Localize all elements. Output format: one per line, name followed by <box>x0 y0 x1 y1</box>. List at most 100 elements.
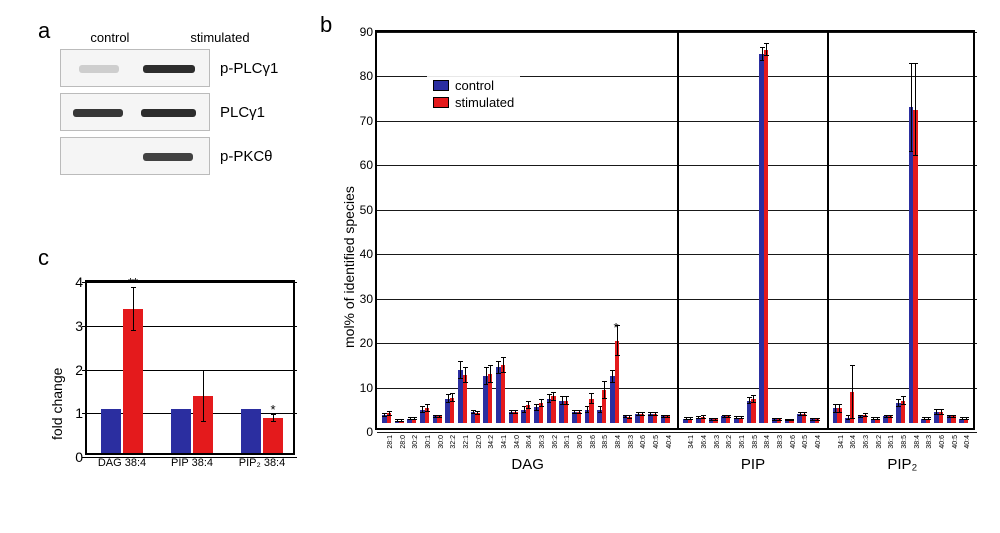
error-bar <box>711 418 712 421</box>
gridline <box>87 326 297 327</box>
bar-group <box>585 399 594 428</box>
bar-group <box>683 410 692 428</box>
bar <box>665 416 670 423</box>
xtick-label: 40:6 <box>640 435 647 449</box>
error-bar <box>741 416 742 419</box>
error-bar <box>498 361 499 374</box>
error-bar <box>465 367 466 383</box>
xtick-label: 34:0 <box>514 435 521 449</box>
error-bar <box>591 393 592 404</box>
error-bar <box>791 419 792 421</box>
error-bar <box>839 404 840 413</box>
xtick-label: 36:3 <box>539 435 546 449</box>
ytick-label: 0 <box>366 425 377 439</box>
error-bar <box>928 417 929 420</box>
error-bar <box>579 410 580 414</box>
blot-label: PLCγ1 <box>220 104 265 121</box>
bar-group <box>572 410 581 428</box>
error-bar <box>936 409 937 414</box>
xtick-label: 38:5 <box>901 435 908 449</box>
xtick-label: 38:5 <box>752 435 759 449</box>
xtick-label: 36:1 <box>564 435 571 449</box>
error-bar <box>503 357 504 373</box>
bar <box>888 416 893 423</box>
error-bar <box>890 415 891 419</box>
xtick-label: 38:3 <box>777 435 784 449</box>
blot-band <box>141 109 196 117</box>
legend-text: control <box>455 78 494 93</box>
ytick-label: 70 <box>360 114 377 128</box>
bar <box>627 417 632 423</box>
bar-group <box>635 410 644 428</box>
bar-group <box>709 410 718 428</box>
bar <box>713 419 718 423</box>
bar <box>399 421 404 423</box>
legend-item: control <box>433 78 514 93</box>
xtick-label: 36:3 <box>863 435 870 449</box>
xtick-label: 36:4 <box>701 435 708 449</box>
xtick-label: 30:1 <box>425 435 432 449</box>
bar <box>387 413 392 423</box>
xtick-label: 40:5 <box>653 435 660 449</box>
error-bar <box>528 401 529 409</box>
blot-label: p-PKCθ <box>220 148 273 165</box>
bar-group <box>772 410 781 428</box>
xtick-label: 40:5 <box>802 435 809 449</box>
blot-band <box>143 153 193 161</box>
error-bar <box>903 396 904 405</box>
xtick-label: 38:5 <box>602 435 609 449</box>
xtick-label: 36:2 <box>552 435 559 449</box>
xtick-label: 34:2 <box>488 435 495 449</box>
bar-group <box>483 374 492 428</box>
blot-box <box>60 137 210 175</box>
significance-marker: ** <box>128 275 138 290</box>
bar <box>751 399 756 423</box>
bar <box>450 398 455 423</box>
error-bar <box>835 404 836 413</box>
error-bar <box>766 43 767 56</box>
panel-c-ylabel: fold change <box>49 368 65 440</box>
bar <box>193 396 213 453</box>
bar <box>425 408 430 423</box>
bar <box>688 419 693 423</box>
bar <box>241 409 261 453</box>
bar <box>437 416 442 423</box>
error-bar <box>562 396 563 405</box>
bar-group <box>947 410 956 428</box>
bar <box>913 110 918 423</box>
error-bar <box>435 415 436 419</box>
error-bar <box>133 287 134 331</box>
error-bar <box>389 411 390 416</box>
bar <box>123 309 143 453</box>
bar <box>837 408 842 423</box>
xtick-label: 36:3 <box>714 435 721 449</box>
error-bar <box>629 415 630 419</box>
significance-marker: * <box>613 320 618 335</box>
xtick-label: 38:3 <box>926 435 933 449</box>
bar-group <box>407 410 416 428</box>
bar-group <box>934 410 943 428</box>
xtick-label: PIP 38:4 <box>171 457 213 469</box>
legend-item: stimulated <box>433 95 514 110</box>
blot-band <box>79 65 119 73</box>
bar <box>564 401 569 423</box>
xtick-label: 40:6 <box>939 435 946 449</box>
bar <box>951 416 956 423</box>
bar-group <box>896 401 905 428</box>
legend: control stimulated <box>427 72 520 116</box>
bar-group <box>420 408 429 428</box>
section-label: DAG <box>511 456 544 473</box>
blot-band <box>143 65 195 73</box>
bar-group <box>433 410 442 428</box>
bar-group <box>597 390 606 428</box>
error-bar <box>715 418 716 421</box>
bar-group <box>721 410 730 428</box>
xtick-label: 32:2 <box>450 435 457 449</box>
xtick-label: DAG 38:4 <box>98 457 146 469</box>
error-bar <box>473 410 474 414</box>
error-bar <box>812 418 813 421</box>
bar-group <box>747 399 756 428</box>
bar <box>726 416 731 423</box>
error-bar <box>762 47 763 60</box>
bar-group <box>471 410 480 428</box>
